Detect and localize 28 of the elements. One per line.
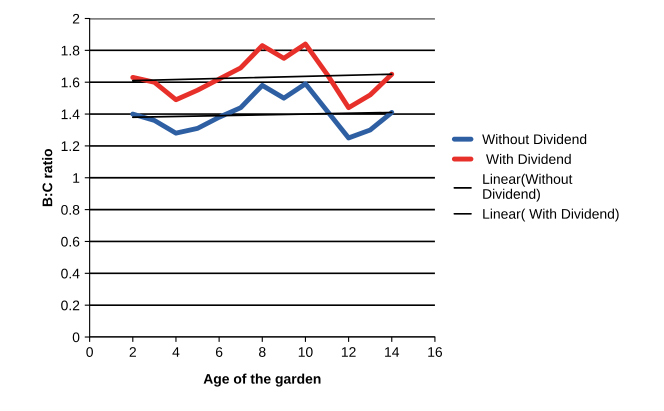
- y-tick-label: 1.8: [62, 46, 80, 56]
- legend-label: Linear( With Dividend): [483, 208, 619, 222]
- y-tick-label: 0.8: [61, 204, 80, 215]
- y-axis-title: B:C ratio: [42, 148, 52, 206]
- x-tick-label: 12: [342, 347, 356, 357]
- y-tick-label: 1: [73, 173, 80, 183]
- x-axis-title: Age of the garden: [204, 374, 320, 387]
- y-tick-label: 0.4: [61, 268, 80, 278]
- x-tick-label: 14: [385, 347, 400, 357]
- x-tick-label: 8: [259, 347, 266, 357]
- legend-label: Without Dividend: [482, 134, 586, 144]
- legend-label: Linear(Without Dividend): [483, 174, 572, 202]
- x-tick-label: 0: [86, 347, 93, 357]
- line-series: [130, 81, 394, 140]
- x-tick-label: 6: [216, 347, 222, 357]
- line-series: [130, 42, 394, 110]
- x-tick-label: 10: [298, 347, 313, 357]
- y-tick-label: 2: [72, 14, 80, 24]
- y-tick-label: 0.6: [61, 236, 80, 247]
- y-tick-label: 1.2: [62, 141, 80, 151]
- legend-label: With Dividend: [486, 154, 571, 164]
- y-tick-label: 1.6: [62, 78, 80, 88]
- y-tick-label: 1.4: [62, 110, 80, 120]
- x-tick-label: 16: [428, 347, 442, 357]
- y-tick-label: 0.2: [61, 300, 80, 310]
- x-tick-label: 2: [130, 347, 136, 357]
- y-tick-label: 0: [72, 332, 80, 342]
- x-tick-label: 4: [172, 347, 180, 357]
